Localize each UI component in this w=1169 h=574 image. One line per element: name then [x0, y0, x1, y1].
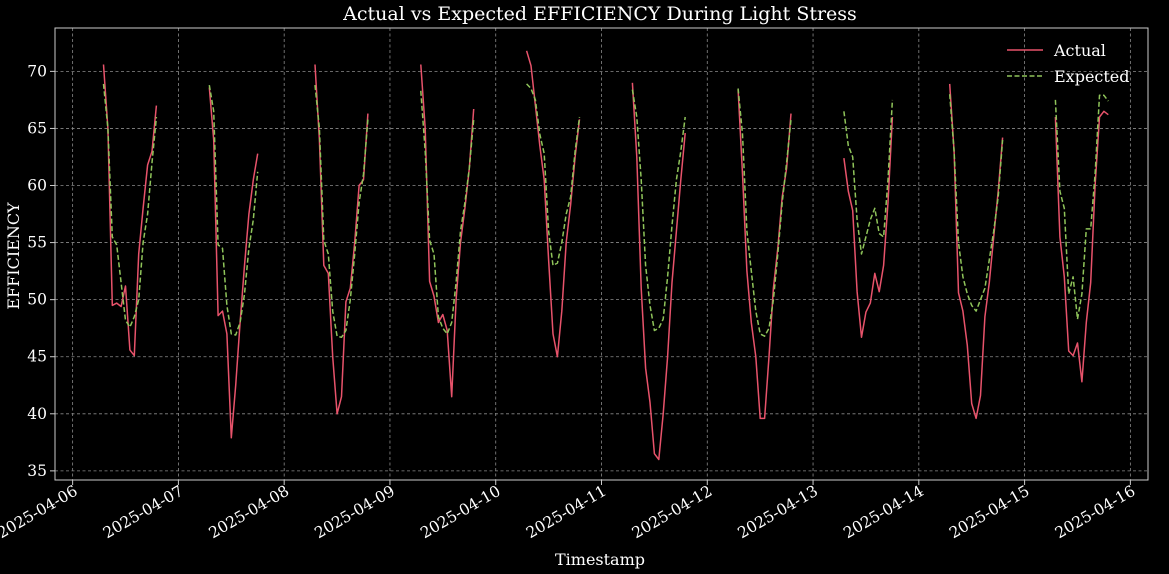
y-tick-label: 35: [27, 462, 47, 480]
y-tick-label: 50: [27, 291, 47, 309]
legend: Actual Expected: [1007, 41, 1130, 86]
series-line-expected: [631, 89, 686, 332]
series-line-actual: [314, 64, 369, 415]
y-tick-label: 60: [27, 177, 47, 195]
series-line-actual: [843, 116, 894, 339]
y-tick-label: 70: [27, 62, 47, 80]
series-expected: [102, 83, 1109, 339]
series-line-actual: [1054, 110, 1109, 383]
series-line-actual: [631, 82, 686, 461]
series-line-expected: [737, 88, 792, 337]
series-line-expected: [1054, 94, 1109, 320]
series-line-expected: [208, 84, 259, 336]
series-line-actual: [102, 64, 158, 357]
chart-title: Actual vs Expected EFFICIENCY During Lig…: [342, 3, 857, 25]
y-tick-label: 40: [27, 405, 47, 423]
x-axis-label: Timestamp: [555, 550, 645, 569]
series-line-expected: [420, 90, 475, 335]
series-line-expected: [102, 83, 158, 328]
series-line-expected: [314, 85, 369, 339]
y-tick-label: 65: [27, 119, 47, 137]
series-actual: [102, 50, 1109, 461]
series-layer: [102, 50, 1109, 461]
y-axis-label: EFFICIENCY: [4, 202, 23, 310]
legend-label-actual: Actual: [1053, 41, 1106, 60]
series-line-actual: [420, 64, 475, 398]
grid: [55, 28, 1148, 480]
y-tick-label: 55: [27, 234, 47, 252]
series-line-expected: [948, 94, 1004, 312]
series-line-expected: [526, 83, 581, 267]
series-line-actual: [948, 83, 1004, 420]
y-tick-label: 45: [27, 348, 47, 366]
legend-label-expected: Expected: [1054, 67, 1130, 86]
series-line-actual: [208, 87, 259, 439]
series-line-expected: [843, 99, 894, 255]
